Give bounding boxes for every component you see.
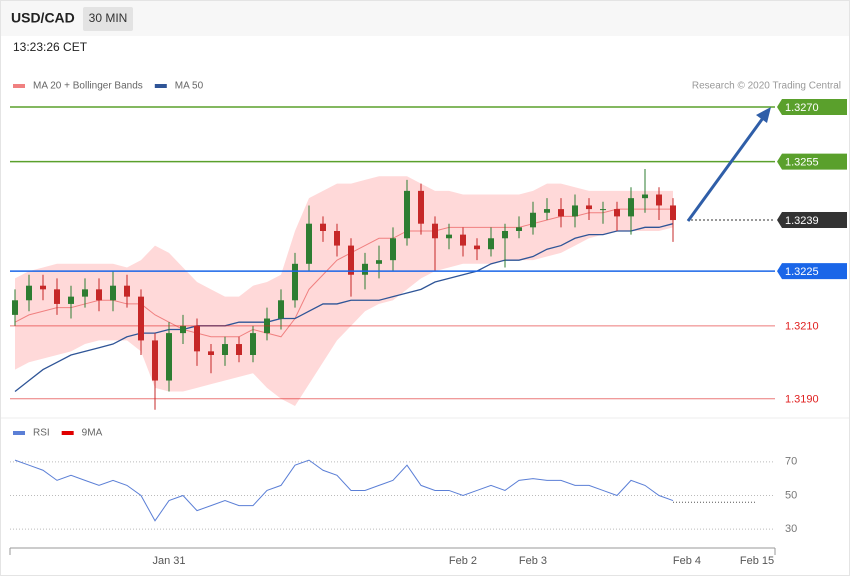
y-tick-label: 70 — [785, 456, 797, 468]
candle-body — [544, 209, 550, 213]
level-layer: 1.3270 1.3255 1.3239 1.3225 1.3210 1.3190 — [10, 98, 847, 406]
x-tick-label: Feb 3 — [519, 555, 547, 567]
forecast-arrow — [686, 117, 765, 222]
candle-body — [530, 212, 536, 228]
candle-body — [138, 296, 144, 341]
x-tick-label: Feb 2 — [449, 555, 477, 567]
interval[interactable]: 30 MIN — [89, 11, 128, 25]
legend-label: RSI — [33, 428, 50, 439]
legend-swatch — [154, 84, 167, 88]
level-label: 1.3270 — [785, 102, 819, 114]
candle-body — [614, 209, 620, 217]
level-tag — [777, 212, 847, 229]
legend-swatch — [61, 431, 74, 435]
time: 13:23:26 CET — [13, 40, 88, 54]
candle-body — [306, 223, 312, 264]
level-label: 1.3225 — [785, 266, 819, 278]
candle-body — [502, 230, 508, 239]
level-label: 1.3255 — [785, 157, 819, 169]
candle-body — [404, 190, 410, 239]
ma20-line — [14, 208, 673, 338]
legend-swatch — [13, 431, 25, 435]
candle-body — [26, 285, 32, 301]
candle-layer — [12, 168, 676, 410]
x-tick-label: Feb 15 — [740, 555, 774, 567]
level-label: 1.3210 — [785, 321, 819, 333]
candle-body — [670, 205, 676, 221]
band-layer — [15, 176, 673, 407]
candle-body — [236, 344, 242, 355]
candle-body — [152, 340, 158, 381]
candle-body — [334, 230, 340, 246]
candle-body — [642, 194, 648, 199]
ma50-line — [14, 223, 674, 392]
candle-body — [558, 209, 564, 217]
candle-body — [320, 223, 326, 231]
candle-body — [432, 223, 438, 239]
legend-label: 9MA — [82, 428, 103, 439]
candle-body — [628, 198, 634, 217]
candle-body — [292, 263, 298, 301]
candle-body — [586, 205, 592, 210]
level-tag — [777, 98, 847, 115]
level-tag — [777, 263, 847, 280]
legend-swatch — [13, 84, 25, 88]
credit: Research © 2020 Trading Central — [692, 81, 841, 92]
candle-body — [12, 300, 18, 315]
candle-body — [110, 285, 116, 301]
candle-body — [362, 263, 368, 275]
candle-body — [250, 333, 256, 355]
header-band — [1, 1, 849, 36]
bollinger-band — [15, 176, 673, 407]
candle-body — [82, 289, 88, 297]
legend-label: MA 50 — [175, 81, 204, 92]
level-label: 1.3239 — [785, 215, 819, 227]
candle-body — [222, 344, 228, 355]
candle-body — [180, 325, 186, 334]
candle-body — [96, 289, 102, 301]
candle-body — [474, 245, 480, 250]
candle-body — [572, 205, 578, 217]
level-tag — [777, 153, 847, 170]
candle-body — [54, 289, 60, 304]
candle-body — [446, 234, 452, 239]
line-layer — [14, 208, 674, 392]
candle-body — [390, 238, 396, 261]
legend-layer: MA 20 + Bollinger Bands MA 50 RSI 9MA — [13, 81, 204, 439]
candle-body — [348, 245, 354, 275]
candle-body — [376, 260, 382, 264]
x-tick-label: Jan 31 — [152, 555, 185, 567]
y-tick-label: 50 — [785, 489, 797, 501]
symbol: USD/CAD — [11, 10, 75, 26]
candle-body — [600, 209, 606, 211]
candle-body — [194, 325, 200, 352]
rsi-layer: 30 50 70 Jan 31 Feb 2 Feb 3 Feb 4 Feb 15 — [10, 456, 797, 567]
level-label: 1.3190 — [785, 394, 819, 406]
candle-body — [68, 296, 74, 304]
candle-body — [166, 333, 172, 381]
candle-body — [278, 300, 284, 319]
rsi-line — [14, 459, 674, 522]
x-tick-label: Feb 4 — [673, 555, 701, 567]
candle-body — [418, 190, 424, 224]
candle-body — [124, 285, 130, 297]
candle-body — [40, 285, 46, 290]
candle-body — [656, 194, 662, 206]
candle-body — [488, 238, 494, 250]
candle-body — [460, 234, 466, 246]
forecast-arrow-head — [756, 107, 771, 123]
y-tick-label: 30 — [785, 523, 797, 535]
candle-body — [516, 227, 522, 231]
interval-box[interactable] — [83, 7, 133, 31]
candle-body — [208, 351, 214, 355]
legend-label: MA 20 + Bollinger Bands — [33, 81, 143, 92]
